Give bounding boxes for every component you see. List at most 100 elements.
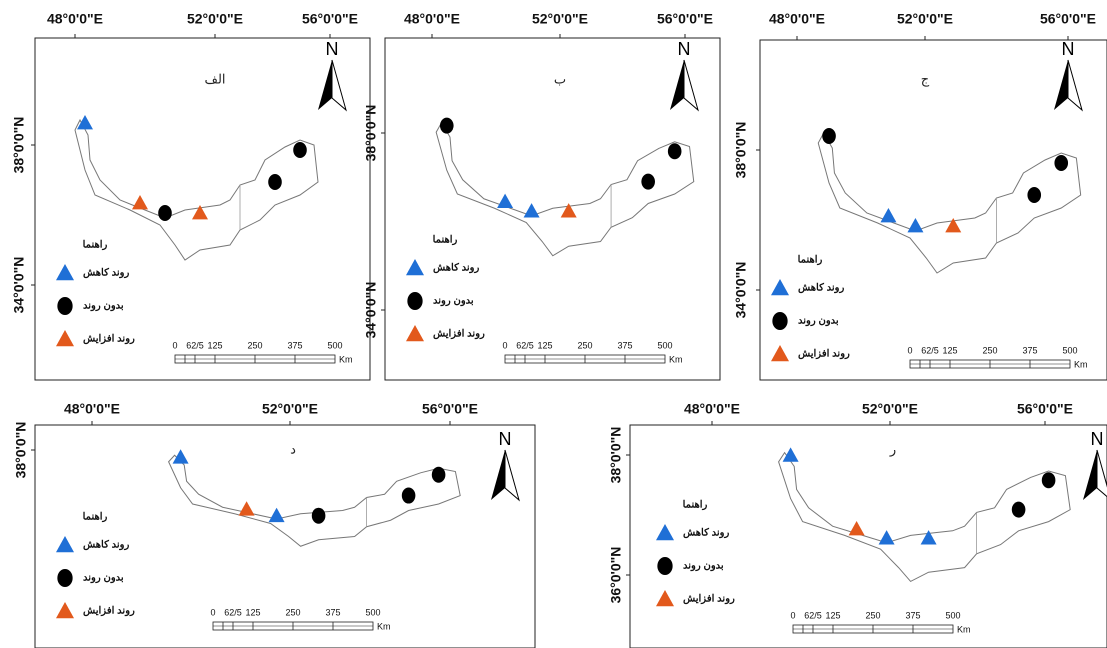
circle-marker [293,142,307,158]
map-panel: 48°0'0"E 52°0'0"E 56°0'0"E 38°0'0"N 36°0'0"N… [608,401,1107,648]
north-label: N [499,429,512,449]
scale-label: 500 [945,610,960,620]
lon-label: 56°0'0"E [422,401,478,417]
legend-item: روند افزایش [83,606,135,617]
scale-label: 250 [285,607,300,617]
circle-marker [407,292,423,310]
circle-marker [657,557,673,575]
legend-item: بدون روند [798,316,839,327]
triangle-marker [656,524,674,541]
lon-label: 56°0'0"E [1040,11,1096,27]
circle-marker [667,143,682,160]
scale-label: 125 [942,345,957,355]
lon-label: 48°0'0"E [404,11,460,27]
scale-label: 62/5 [516,340,534,350]
lat-label: 34°0'0"N [733,262,749,319]
lat-label: 36°0'0"N [608,547,624,604]
triangle-marker [848,520,865,536]
circle-marker [1054,155,1069,171]
circle-marker [641,173,655,190]
legend-title: راهنما [798,255,823,266]
triangle-marker [560,203,577,218]
scale-unit: Km [377,621,391,631]
lon-label: 52°0'0"E [262,401,318,417]
lon-label: 52°0'0"E [187,11,243,27]
circle-marker [772,312,788,330]
north-label: N [1062,39,1075,59]
circle-marker [431,466,446,483]
scale-label: 375 [287,340,302,350]
panel-title: ر [889,441,896,457]
circle-marker [439,117,454,134]
legend-item: بدون روند [83,301,124,312]
circle-marker [1041,472,1056,489]
lat-label: 34°0'0"N [11,257,27,314]
triangle-marker [56,536,74,553]
scale-label: 62/5 [224,607,242,617]
north-arrow-left [1054,60,1068,110]
legend-item: بدون روند [433,296,474,307]
lon-label: 48°0'0"E [47,11,103,27]
triangle-marker [656,590,674,607]
circle-marker [311,507,326,524]
map-panel: 48°0'0"E 52°0'0"E 56°0'0"E 38°0'0"N 34°0'0"N… [733,11,1107,381]
scale-label: 500 [365,607,380,617]
north-arrow-left [318,60,332,110]
lon-label: 56°0'0"E [657,11,713,27]
north-arrow-left [670,60,684,110]
panel-title: د [290,441,296,456]
lon-label: 48°0'0"E [64,401,120,417]
triangle-marker [56,264,74,281]
triangle-marker [945,218,962,233]
legend-item: روند کاهش [798,283,844,294]
triangle-marker [192,205,208,220]
scale-label: 500 [1062,345,1077,355]
legend-item: روند افزایش [83,334,135,345]
legend-title: راهنما [433,235,458,246]
legend-item: روند افزایش [683,594,735,605]
panel-title: الف [204,71,225,86]
triangle-marker [782,447,799,462]
scale-unit: Km [669,354,683,364]
circle-marker [401,487,416,504]
north-arrow-right [1067,59,1083,112]
legend-title: راهنما [83,240,108,251]
triangle-marker [132,195,148,210]
triangle-marker [268,507,285,523]
province-outline [778,451,1071,583]
legend-item: روند کاهش [83,540,129,551]
scale-label: 0 [907,345,912,355]
lat-label: 38°0'0"N [363,105,379,162]
triangle-marker [523,203,540,218]
map-panel: 48°0'0"E 52°0'0"E 56°0'0"E 38°0'0"N 34°0'0"N… [11,11,371,381]
scale-unit: Km [1074,359,1088,369]
lon-label: 48°0'0"E [684,401,740,417]
north-arrow-right [331,59,347,112]
scale-label: 375 [325,607,340,617]
lon-label: 56°0'0"E [1017,401,1073,417]
lat-label: 38°0'0"N [608,427,624,484]
scale-label: 0 [502,340,507,350]
north-arrow-left [1083,450,1097,500]
panel-frame [34,37,371,381]
north-arrow-right [504,449,520,502]
legend-title: راهنما [83,512,108,523]
scale-label: 125 [825,610,840,620]
scale-label: 500 [657,340,672,350]
legend-item: بدون روند [83,573,124,584]
legend-item: روند کاهش [683,528,729,539]
province-outline [817,131,1082,274]
lat-label: 38°0'0"N [11,117,27,174]
triangle-marker [406,259,424,276]
north-arrow-left [491,450,505,500]
circle-marker [158,205,172,221]
triangle-marker [497,193,514,208]
triangle-marker [907,218,924,233]
triangle-marker [880,208,897,223]
triangle-marker [771,279,789,296]
panel-frame [629,424,1107,648]
panel-title: ب [554,71,566,86]
scale-label: 62/5 [921,345,939,355]
lat-label: 38°0'0"N [13,422,29,479]
legend-item: روند افزایش [798,349,850,360]
